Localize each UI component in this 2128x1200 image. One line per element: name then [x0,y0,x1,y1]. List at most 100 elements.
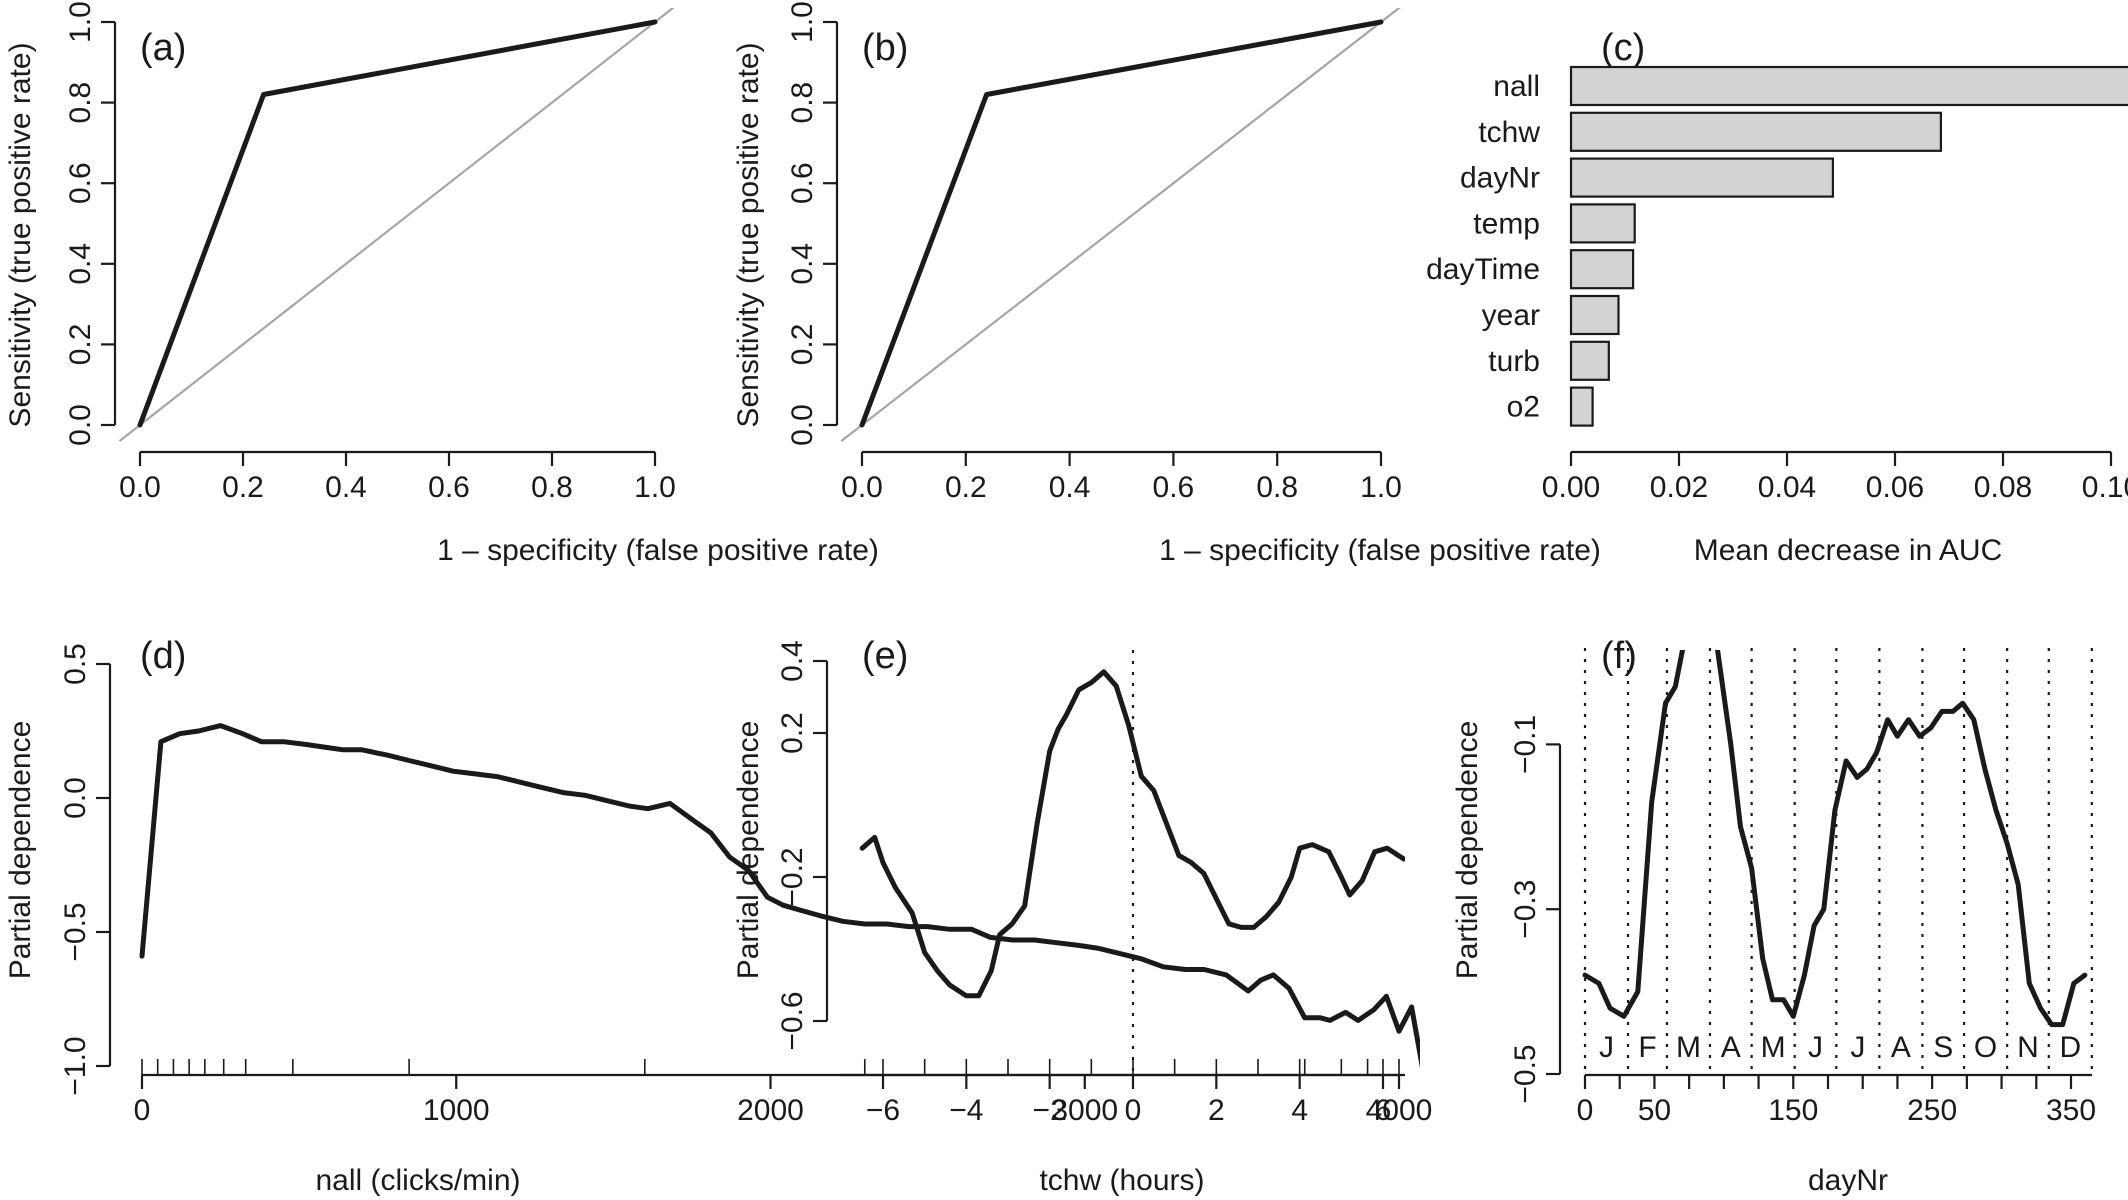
panel-b-label: (b) [862,27,908,69]
bar-label-temp: temp [1473,207,1540,240]
panel-f-x-tick-label: 0 [1577,1094,1594,1127]
panel-a-x-tick-label: 0.8 [531,471,573,504]
panel-a-y-tick-label: 0.0 [64,404,97,446]
panel-a-label: (a) [140,27,186,69]
panel-e-y-tick-label: −0.2 [776,847,809,906]
panel-f-y-tick-label: −0.1 [1509,715,1542,774]
panel-e-x-tick-label: 2 [1208,1094,1225,1127]
panel-f-month-label: M [1761,1031,1786,1064]
panel-a-curve [137,19,658,428]
panel-d-y-tick-label: 0.0 [59,777,92,819]
panel-b-y-tick-label: 0.6 [786,162,819,204]
panel-a-xlabel: 1 – specificity (false positive rate) [437,534,879,567]
panel-c-label: (c) [1601,27,1645,69]
bar-label-tchw: tchw [1478,116,1540,149]
panel-f-x-tick-label: 350 [2046,1094,2096,1127]
bar-label-o2: o2 [1507,391,1540,424]
panel-e-y-tick-label: 0.2 [776,712,809,754]
bar-label-nall: nall [1493,70,1540,103]
panel-b-y-tick-label: 0.4 [786,243,819,285]
panel-a-x-tick-label: 0.6 [428,471,470,504]
panel-d-x-tick-label: 3000 [1051,1094,1118,1127]
panel-b-x-tick-label: 0.4 [1049,471,1091,504]
panel-f-x-tick-label: 50 [1638,1094,1671,1127]
panel-b-y-tick-label: 0.8 [786,82,819,124]
panel-e-x-tick-label: 4 [1291,1094,1308,1127]
panel-e-y-tick-label: −0.6 [776,991,809,1050]
panel-d-label: (d) [140,635,186,677]
panel-b-x-tick-label: 0.6 [1153,471,1195,504]
panel-e-xlabel: tchw (hours) [1039,1164,1204,1197]
bar-label-daytime: dayTime [1426,253,1540,286]
panel-a-y-tick-label: 0.8 [64,82,97,124]
panel-f-x-tick-label: 150 [1768,1094,1818,1127]
panel-f-month-label: D [2059,1031,2081,1064]
panel-b-xlabel: 1 – specificity (false positive rate) [1159,534,1601,567]
panel-e-x-tick-label: 0 [1125,1094,1142,1127]
panel-f-month-label: J [1808,1031,1823,1064]
panel-d-y-tick-label: −1.0 [59,1036,92,1095]
panel-e-x-tick-label: −4 [949,1094,983,1127]
panel-c-x-tick-label: 0.00 [1542,471,1600,504]
panel-d-curve [139,723,1420,1069]
bar-temp [1569,203,1636,244]
panel-d-x-tick-label: 1000 [423,1094,490,1127]
panel-c-x-tick-label: 0.04 [1758,471,1816,504]
panel-a-roc-curve: (a) 1 – specificity (false positive rate… [4,1,879,567]
panel-a-ylabel: Sensitivity (true positive rate) [4,42,37,427]
bar-o2 [1569,386,1594,427]
panel-a-y-tick-label: 1.0 [64,1,97,43]
panel-d-xlabel: nall (clicks/min) [315,1164,520,1197]
panel-e-curve [859,669,1405,999]
panel-b-diagonal-line [840,8,1401,442]
panel-f-label: (f) [1601,635,1637,677]
bar-daynr [1569,157,1834,198]
panel-e-ylabel: Partial dependence [732,721,765,980]
panel-f-month-label: M [1676,1031,1701,1064]
panel-a-y-tick-label: 0.4 [64,243,97,285]
panel-f-ylabel: Partial dependence [1451,721,1484,980]
panel-d-partial-dependence-nall: (d) nall (clicks/min) Partial dependence… [4,635,1432,1197]
panel-a-x-tick-label: 1.0 [634,471,676,504]
panel-b-ylabel: Sensitivity (true positive rate) [732,42,765,427]
panel-a-x-tick-label: 0.4 [325,471,367,504]
panel-f-month-label: O [1974,1031,1997,1064]
panel-e-x-tick-label: −6 [866,1094,900,1127]
panel-f-y-tick-label: −0.3 [1509,880,1542,939]
panel-c-x-tick-label: 0.10 [2082,471,2128,504]
panel-e-x-tick-label: −2 [1033,1094,1067,1127]
panel-b-x-tick-label: 1.0 [1360,471,1402,504]
panel-b-roc-curve: (b) 1 – specificity (false positive rate… [732,1,1601,567]
bar-daytime [1569,249,1635,290]
panel-b-y-tick-label: 0.2 [786,324,819,366]
panel-e-partial-dependence-tchw: (e) tchw (hours) Partial dependence −6 −4… [732,635,1405,1197]
panel-e-label: (e) [862,635,908,677]
panel-c-xlabel: Mean decrease in AUC [1694,534,2003,567]
panel-f-curve [1582,650,2088,1028]
panel-c-x-tick-label: 0.02 [1650,471,1708,504]
panel-b-y-tick-label: 1.0 [786,1,819,43]
panel-e-x-tick-label: 6 [1375,1094,1392,1127]
panel-f-month-label: A [1891,1031,1911,1064]
panel-d-y-tick-label: −0.5 [59,902,92,961]
panel-f-month-label: N [2017,1031,2039,1064]
panel-c-x-tick-label: 0.08 [1974,471,2032,504]
panel-d-x-tick-label: 2000 [737,1094,804,1127]
bar-turb [1569,340,1610,381]
panel-f-month-label: J [1599,1031,1614,1064]
panel-f-x-tick-label: 250 [1907,1094,1957,1127]
panel-b-y-tick-label: 0.0 [786,404,819,446]
panel-f-month-label: J [1850,1031,1865,1064]
bar-tchw [1569,111,1942,152]
panel-f-month-label: A [1721,1031,1741,1064]
panel-f-y-tick-label: −0.5 [1509,1044,1542,1103]
panel-a-x-tick-label: 0.2 [222,471,264,504]
panel-b-x-tick-label: 0.8 [1256,471,1298,504]
panel-a-diagonal-line [118,8,675,442]
panel-f-xlabel: dayNr [1808,1164,1888,1197]
panel-e-y-tick-label: 0.4 [776,640,809,682]
panel-d-x-tick-label: 0 [134,1094,151,1127]
panel-d-ylabel: Partial dependence [4,721,37,980]
panel-a-y-tick-label: 0.6 [64,162,97,204]
